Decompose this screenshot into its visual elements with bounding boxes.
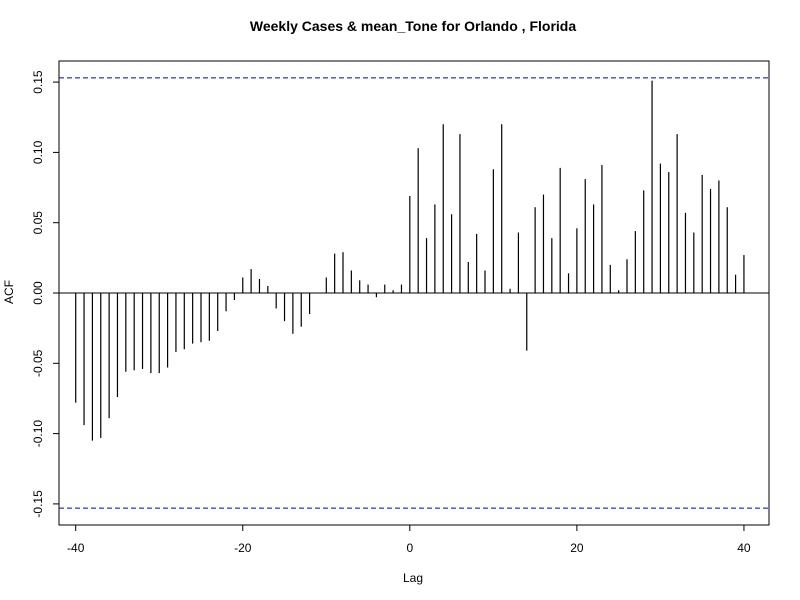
x-tick-label: 40: [737, 541, 751, 555]
plot-area: -40 -20 0 20 40 -0.15 -0.10 -0.05 0.00 0.05 0.10 0.…: [31, 60, 770, 555]
y-tick-label: -0.10: [31, 420, 45, 448]
chart-title: Weekly Cases & mean_Tone for Orlando , F…: [250, 18, 576, 34]
y-tick-label: 0.15: [31, 70, 45, 94]
x-tick-label: 20: [570, 541, 584, 555]
x-tick-label: -40: [67, 541, 85, 555]
y-tick-label: -0.15: [31, 490, 45, 518]
y-tick-label: 0.10: [31, 140, 45, 164]
y-tick-label: 0.00: [31, 281, 45, 305]
x-tick-label: -20: [234, 541, 252, 555]
y-tick-label: 0.05: [31, 211, 45, 235]
y-tick-label: -0.05: [31, 349, 45, 377]
x-axis-label: Lag: [403, 571, 423, 585]
y-axis-label: ACF: [2, 280, 16, 304]
x-tick-label: 0: [406, 541, 413, 555]
